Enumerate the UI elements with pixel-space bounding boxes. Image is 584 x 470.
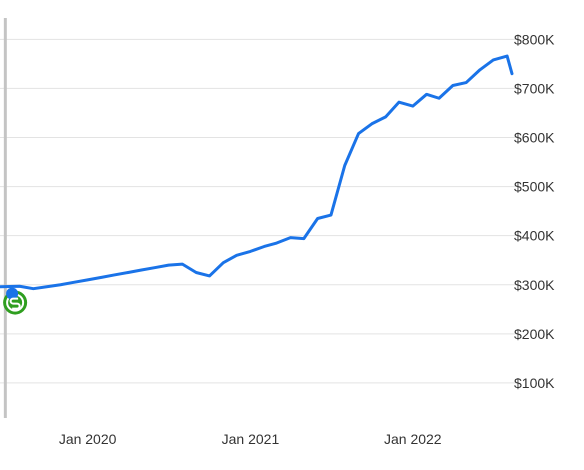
y-axis-ticks: $100K $200K $300K $400K $500K $600K $700K $800K: [514, 31, 555, 391]
data-point: [438, 97, 440, 99]
data-point: [384, 116, 386, 118]
grid-lines: [0, 38, 516, 384]
data-point: [154, 266, 156, 268]
sale-marker-dot: [6, 287, 19, 300]
data-point: [249, 250, 251, 252]
y-tick-label: $200K: [514, 326, 555, 342]
data-point: [222, 261, 224, 263]
y-tick-label: $600K: [514, 130, 555, 146]
hover-cursor-line[interactable]: [3, 18, 7, 418]
data-point: [208, 275, 210, 277]
data-point: [303, 237, 305, 239]
y-tick-label: $400K: [514, 228, 555, 244]
data-point: [465, 81, 467, 83]
y-tick-label: $100K: [514, 375, 555, 391]
x-tick-label: Jan 2022: [384, 431, 442, 447]
data-point: [511, 73, 513, 75]
data-point: [167, 264, 169, 266]
data-point: [371, 123, 373, 125]
data-point: [73, 281, 75, 283]
series-points: [0, 55, 513, 290]
data-point: [412, 105, 414, 107]
data-point: [46, 286, 48, 288]
data-point: [181, 263, 183, 265]
data-point: [275, 242, 277, 244]
y-tick-label: $500K: [514, 179, 555, 195]
y-tick-label: $700K: [514, 80, 555, 96]
data-point: [127, 271, 129, 273]
data-point: [18, 285, 20, 287]
data-point: [398, 101, 400, 103]
data-point: [425, 93, 427, 95]
data-point: [86, 279, 88, 281]
x-axis-ticks: Jan 2020 Jan 2021 Jan 2022: [59, 431, 442, 447]
dollar-sale-icon[interactable]: [3, 287, 28, 315]
data-point: [344, 164, 346, 166]
data-point: [100, 276, 102, 278]
data-point: [316, 217, 318, 219]
data-point: [113, 274, 115, 276]
y-tick-label: $800K: [514, 31, 555, 47]
data-point: [479, 69, 481, 71]
data-point: [452, 84, 454, 86]
data-point: [330, 214, 332, 216]
data-point: [289, 236, 291, 238]
dollar-glyph: [9, 297, 21, 310]
data-point: [506, 55, 508, 57]
data-point: [235, 254, 237, 256]
data-point: [263, 245, 265, 247]
data-point: [32, 287, 34, 289]
data-point: [59, 284, 61, 286]
data-point: [357, 132, 359, 134]
data-point: [140, 269, 142, 271]
price-series-line[interactable]: [0, 54, 514, 291]
data-point: [195, 271, 197, 273]
y-tick-label: $300K: [514, 277, 555, 293]
x-tick-label: Jan 2021: [222, 431, 280, 447]
data-point: [492, 59, 494, 61]
x-tick-label: Jan 2020: [59, 431, 117, 447]
